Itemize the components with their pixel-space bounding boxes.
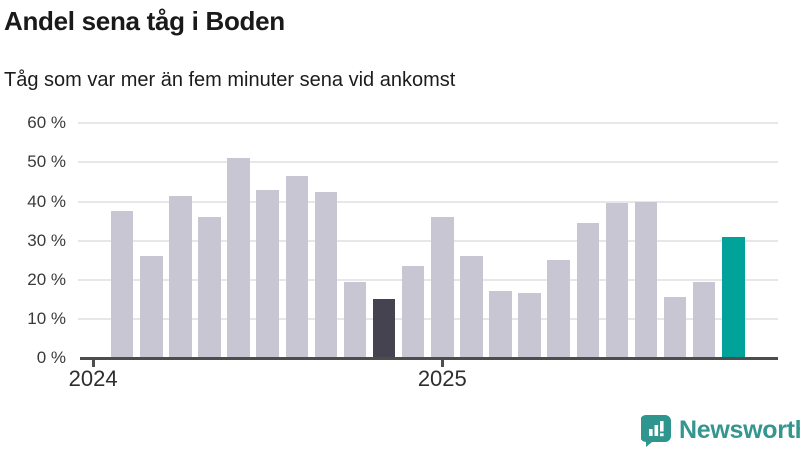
bar-2025-11	[722, 236, 745, 358]
bar-2025-03	[489, 291, 512, 358]
grid-line	[78, 239, 778, 242]
y-axis-label: 50 %	[27, 152, 66, 172]
grid-line	[78, 278, 778, 281]
bar-2025-01	[431, 217, 454, 358]
y-axis-label: 60 %	[27, 113, 66, 133]
bar-2025-09	[663, 297, 687, 358]
bar-2025-05	[547, 260, 570, 358]
grid-line	[78, 122, 778, 125]
newsworthy-bubble-chart-icon	[641, 414, 672, 447]
x-axis-line	[80, 357, 778, 360]
bar-2024-02	[110, 211, 134, 358]
bar-2025-08	[634, 201, 658, 358]
bar-2025-02	[460, 256, 483, 358]
bar-2024-04	[169, 195, 192, 358]
grid-line	[78, 161, 778, 164]
bar-2024-12	[401, 266, 425, 358]
x-axis-label: 2025	[417, 366, 467, 391]
y-axis-label: 40 %	[27, 191, 66, 211]
x-axis-tick	[440, 360, 444, 367]
bar-2024-06	[227, 158, 250, 358]
y-axis-label: 0 %	[36, 348, 66, 367]
y-axis-label: 30 %	[27, 230, 66, 250]
bar-2024-10	[343, 281, 367, 358]
bar-2025-04	[518, 293, 541, 358]
bar-2024-11	[372, 299, 396, 358]
x-axis-label: 2024	[68, 366, 118, 391]
bar-2025-07	[605, 203, 629, 358]
bar-2024-03	[140, 256, 163, 358]
grid-line	[78, 200, 778, 203]
bar-2024-07	[256, 189, 279, 358]
bar-2024-05	[198, 217, 221, 358]
y-axis-label: 20 %	[27, 269, 66, 289]
x-axis-tick	[91, 360, 95, 367]
grid-line	[78, 317, 778, 320]
newsworthy-logo[interactable]: Newsworthy	[641, 414, 800, 447]
chart-title: Andel sena tåg i Boden	[4, 6, 285, 36]
bar-2024-08	[285, 176, 309, 358]
bar-2025-10	[692, 281, 716, 358]
bar-2024-09	[314, 191, 338, 358]
y-axis-label: 10 %	[27, 308, 66, 328]
newsworthy-brand-text: Newsworthy	[679, 416, 800, 444]
chart-subtitle: Tåg som var mer än fem minuter sena vid …	[4, 69, 456, 91]
bar-2025-06	[576, 223, 600, 358]
